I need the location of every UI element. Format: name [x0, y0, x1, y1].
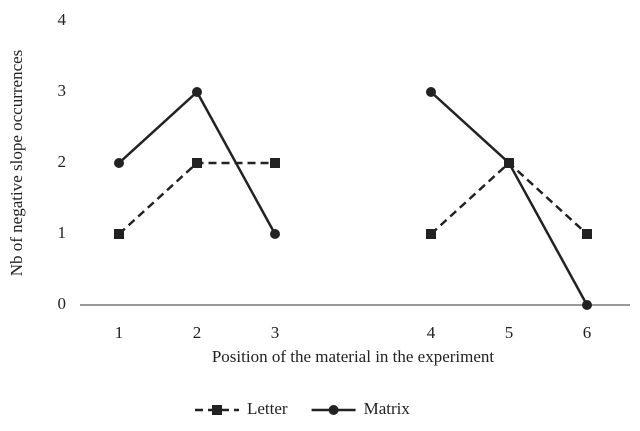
y-tick-label: 3 — [58, 81, 67, 100]
x-tick-label: 1 — [115, 323, 124, 342]
data-point — [192, 158, 202, 168]
series-line — [118, 90, 589, 306]
data-point — [426, 87, 436, 97]
data-point — [270, 158, 280, 168]
data-point — [114, 229, 124, 239]
y-tick-label: 1 — [58, 223, 67, 242]
x-tick-label: 6 — [583, 323, 592, 342]
x-tick-label: 2 — [193, 323, 202, 342]
data-point — [426, 229, 436, 239]
y-tick-label: 2 — [58, 152, 67, 171]
data-point — [582, 229, 592, 239]
legend-label: Matrix — [364, 399, 411, 418]
x-tick-label: 5 — [505, 323, 514, 342]
legend-marker — [328, 405, 339, 415]
legend-label: Letter — [247, 399, 288, 418]
data-point — [270, 229, 280, 239]
y-tick-label: 4 — [58, 10, 67, 29]
y-tick-label: 0 — [58, 294, 67, 313]
data-point — [504, 158, 514, 168]
x-tick-label: 4 — [427, 323, 436, 342]
data-point — [582, 300, 592, 310]
data-point — [192, 87, 202, 97]
x-axis-label: Position of the material in the experime… — [212, 347, 495, 366]
x-tick-label: 3 — [271, 323, 280, 342]
legend-marker — [212, 405, 222, 415]
series-line — [118, 161, 588, 235]
data-point — [114, 158, 124, 168]
y-axis-label: Nb of negative slope occurrences — [7, 50, 26, 277]
